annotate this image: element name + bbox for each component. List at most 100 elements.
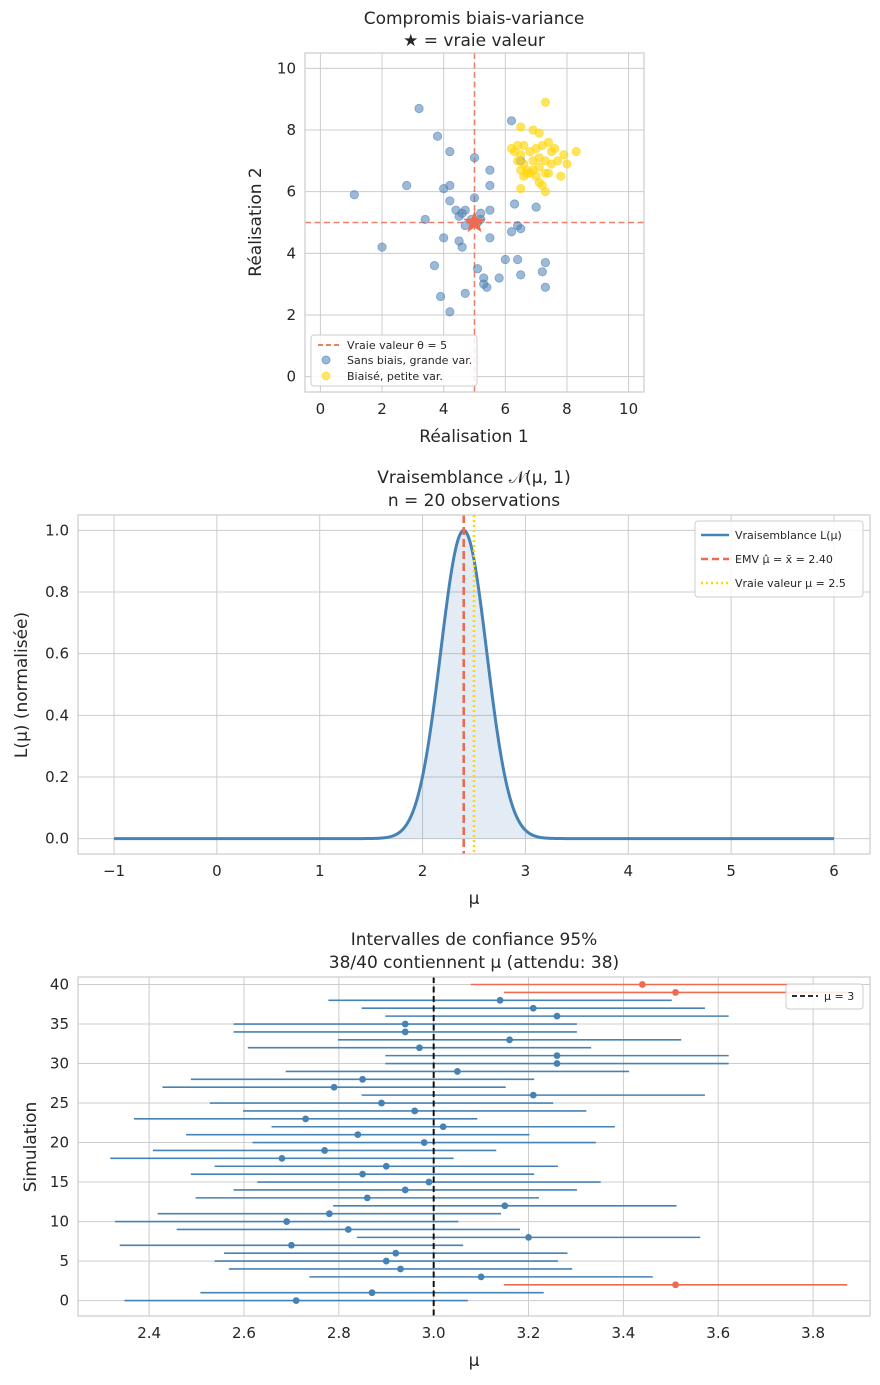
ci-marks	[110, 977, 848, 1316]
likelihood-xlabel: μ	[469, 889, 480, 909]
ci-center-point	[292, 1297, 300, 1304]
likelihood-xtick-label: 1	[315, 862, 325, 880]
ci-ytick-label: 20	[50, 1134, 69, 1152]
scatter-ticks: 0 2 4 6 8 10 0 2 4 6 8 10	[277, 59, 638, 418]
ci-panel: Intervalles de confiance 95% 38/40 conti…	[21, 930, 871, 1371]
scatter-panel: Compromis biais-variance ★ = vraie valeu…	[246, 9, 645, 447]
scatter-xtick-label: 6	[501, 400, 511, 418]
unbiased-point	[402, 180, 412, 191]
scatter-ytick-label: 2	[286, 306, 296, 324]
ci-xtick-label: 3.4	[611, 1324, 635, 1342]
unbiased-point	[420, 214, 430, 225]
ci-center-point	[420, 1139, 428, 1146]
unbiased-point	[445, 307, 455, 317]
unbiased-point	[445, 147, 455, 157]
ci-xtick-label: 3.6	[706, 1324, 730, 1342]
likelihood-ytick-label: 0.0	[45, 830, 69, 848]
biased-point	[543, 168, 554, 178]
ci-legend-box	[785, 983, 864, 1010]
likelihood-subtitle: n = 20 observations	[388, 491, 560, 511]
unbiased-point	[540, 257, 550, 268]
scatter-xtick-label: 10	[619, 400, 638, 418]
unbiased-point	[472, 264, 483, 274]
ci-center-point	[411, 1107, 419, 1115]
scatter-ytick-label: 6	[286, 183, 296, 201]
scatter-xlabel: Réalisation 1	[419, 427, 528, 447]
unbiased-point	[349, 190, 359, 200]
unbiased-point	[509, 199, 520, 209]
biased-point	[522, 165, 532, 175]
ci-ytick-label: 30	[50, 1055, 69, 1073]
unbiased-point	[414, 103, 424, 114]
likelihood-legend-box	[694, 520, 864, 598]
likelihood-xtick-label: −1	[103, 862, 125, 880]
likelihood-ticks: −1 0 1 2 3 4 5 6 0.0 0.2 0.4 0.6 0.8 1.0	[45, 521, 839, 880]
biased-point	[571, 147, 581, 157]
ci-center-point	[553, 1060, 561, 1067]
unbiased-point	[500, 254, 510, 265]
scatter-xtick-label: 4	[439, 400, 449, 418]
ci-center-point	[401, 1028, 409, 1036]
unbiased-point	[460, 288, 470, 298]
ci-center-point	[525, 1233, 532, 1241]
unbiased-point	[506, 116, 517, 126]
legend-unbiased-swatch	[321, 355, 331, 365]
unbiased-point	[485, 180, 495, 191]
likelihood-frame	[77, 514, 871, 855]
legend-unbiased-label: Sans biais, grande var.	[347, 354, 472, 367]
scatter-legend-box	[310, 334, 478, 387]
ci-center-point	[283, 1218, 291, 1225]
unbiased-point	[445, 196, 455, 206]
ci-center-point	[553, 1052, 561, 1060]
biased-point	[516, 184, 526, 194]
ci-ytick-label: 40	[50, 976, 69, 994]
legend-biased-swatch	[321, 371, 331, 381]
ci-legend: μ = 3	[785, 983, 864, 1010]
ci-ytick-label: 25	[50, 1094, 69, 1112]
ci-subtitle: 38/40 contiennent μ (attendu: 38)	[329, 953, 619, 973]
likelihood-legend: Vraisemblance L(μ) EMV μ̂ = x̄ = 2.40 Vr…	[694, 520, 864, 598]
ci-center-point	[278, 1154, 286, 1162]
unbiased-point	[377, 242, 387, 252]
legend-true-value-label: Vraie valeur θ = 5	[347, 339, 447, 352]
likelihood-ytick-label: 0.8	[45, 583, 69, 601]
ci-xtick-label: 2.8	[327, 1324, 351, 1342]
likelihood-xtick-label: 3	[521, 862, 531, 880]
biased-point	[556, 171, 566, 181]
ci-xlabel: μ	[469, 1351, 480, 1371]
unbiased-point	[513, 220, 523, 231]
unbiased-point	[482, 282, 492, 292]
ci-ytick-label: 5	[59, 1252, 69, 1270]
ci-center-point	[302, 1115, 310, 1123]
ci-center-point	[529, 1091, 537, 1099]
biased-point	[519, 140, 529, 151]
ci-center-point	[368, 1289, 376, 1297]
ci-center-point	[506, 1036, 513, 1044]
unbiased-point	[531, 202, 541, 212]
ci-frame	[77, 976, 871, 1317]
ci-center-point	[359, 1170, 366, 1178]
ci-center-point	[392, 1249, 400, 1257]
biased-point	[534, 162, 544, 172]
ci-xtick-label: 2.4	[137, 1324, 161, 1342]
unbiased-point	[485, 233, 495, 243]
ci-center-point	[382, 1162, 390, 1170]
ci-center-point	[363, 1194, 371, 1202]
ci-center-point	[378, 1099, 385, 1107]
unbiased-point	[439, 233, 449, 243]
ci-center-point	[382, 1257, 390, 1265]
scatter-ytick-label: 0	[286, 368, 296, 386]
unbiased-point	[460, 205, 470, 215]
unbiased-point	[537, 267, 547, 277]
ci-center-point	[288, 1241, 295, 1249]
ci-grid	[78, 977, 870, 1316]
unbiased-point	[457, 242, 467, 252]
likelihood-area	[114, 530, 834, 839]
unbiased-point	[469, 193, 480, 203]
scatter-ytick-label: 4	[286, 244, 296, 262]
biased-point	[534, 128, 544, 138]
likelihood-xtick-label: 5	[726, 862, 736, 880]
scatter-frame	[304, 52, 645, 393]
likelihood-ytick-label: 1.0	[45, 521, 69, 539]
